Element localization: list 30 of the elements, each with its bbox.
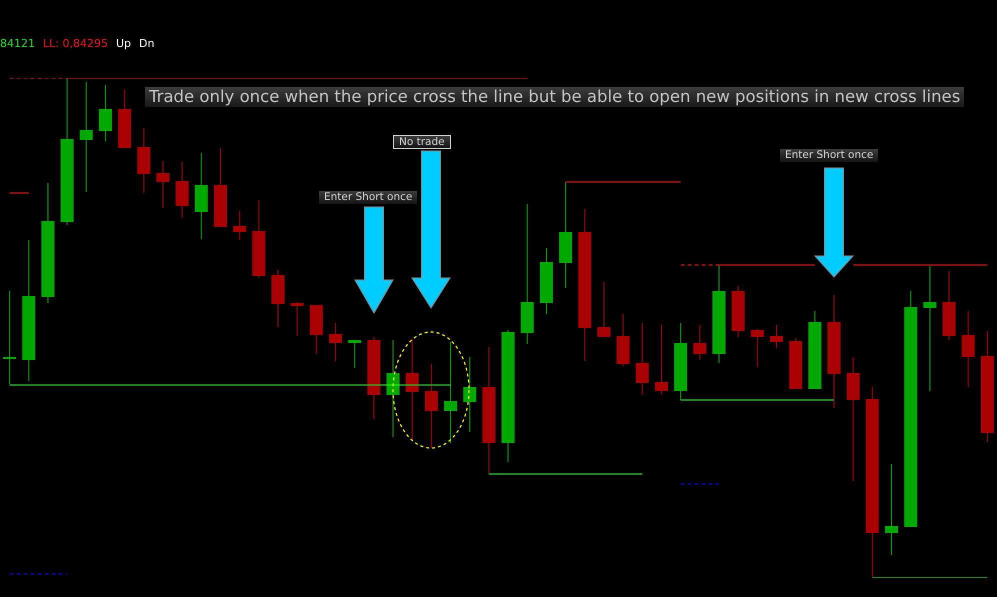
candlestick <box>885 464 898 556</box>
candlestick <box>750 328 764 368</box>
candlestick <box>156 160 170 208</box>
candlestick <box>329 322 342 362</box>
candlestick <box>424 364 438 448</box>
text: Dn <box>139 37 154 50</box>
candlestick <box>962 310 975 388</box>
annotation: Trade only once when the price cross the line but be able to open new positions in new cross lines <box>145 87 964 107</box>
candlestick <box>290 302 304 336</box>
annotation: Enter Short once <box>319 191 418 204</box>
candlestick <box>98 84 112 142</box>
candlestick <box>463 356 476 432</box>
candlestick <box>444 342 458 444</box>
text: 84121 <box>0 37 35 50</box>
candlestick <box>597 282 610 338</box>
candlestick <box>406 338 419 440</box>
candlestick <box>348 340 362 368</box>
candlestick <box>386 340 400 438</box>
candlestick <box>923 266 936 392</box>
candlestick <box>3 290 16 384</box>
candlestick <box>233 210 246 240</box>
candlestick <box>80 82 93 192</box>
text: LL: 0,84295 <box>43 37 108 50</box>
candlestick <box>770 324 784 348</box>
text: Up <box>116 37 132 50</box>
candlestick <box>693 324 706 360</box>
candlestick <box>654 324 668 394</box>
annotation: Enter Short once <box>780 149 878 162</box>
annotation: No trade <box>393 135 451 149</box>
candlestick <box>636 322 649 396</box>
